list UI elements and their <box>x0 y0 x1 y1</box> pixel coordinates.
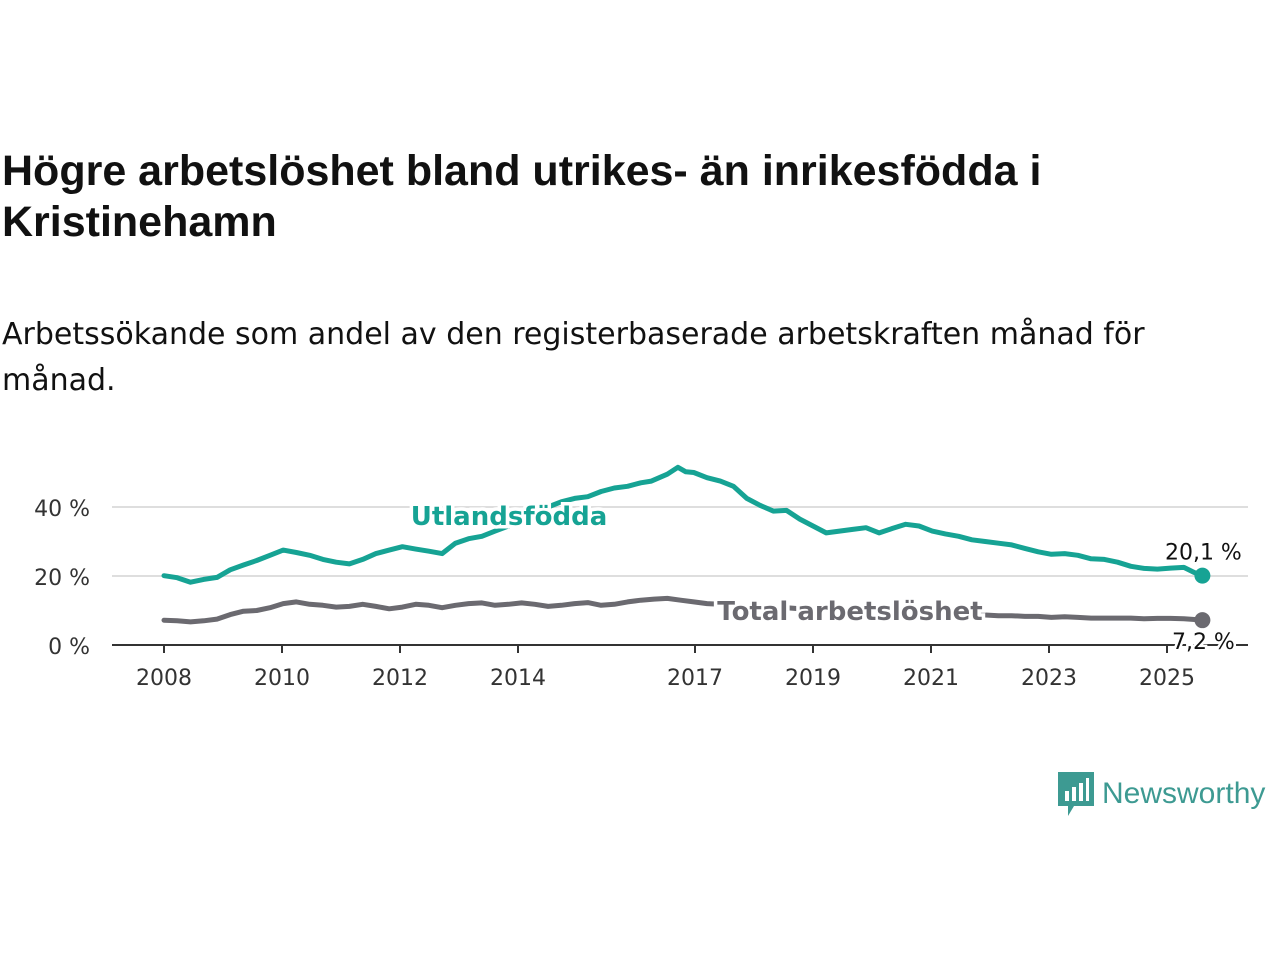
series-labels: 7,2 % 20,1 % Utlandsfödda Total arbetslöshe… <box>407 499 1244 658</box>
series-line <box>161 595 1205 625</box>
x-tick-label: 2025 <box>1139 666 1195 691</box>
x-tick-label: 2012 <box>372 666 428 691</box>
end-point <box>1194 567 1211 584</box>
x-tick-label: 2008 <box>136 666 192 691</box>
end-value-label: 20,1 % <box>1165 541 1242 566</box>
series-line <box>161 464 1205 585</box>
x-tick-label: 2010 <box>254 666 310 691</box>
newsworthy-logo[interactable]: Newsworthy <box>1058 772 1265 816</box>
end-value-label: 7,2 % <box>1172 630 1235 655</box>
y-tick-label: 0 % <box>48 635 90 660</box>
brand-name: Newsworthy <box>1102 777 1266 810</box>
gridlines <box>112 506 1248 577</box>
y-axis-ticks: 0 % 20 % 40 % <box>34 497 90 660</box>
line-chart: 0 % 20 % 40 % 2008 2010 2012 2014 2017 2019 2021… <box>34 464 1248 691</box>
end-point <box>1194 612 1211 629</box>
chart-title: Högre arbetslöshet bland utrikes- än inr… <box>2 147 1042 246</box>
x-tick-label: 2017 <box>667 666 723 691</box>
series-name-label: Total arbetslöshet <box>717 597 982 627</box>
y-tick-label: 40 % <box>34 497 90 522</box>
x-tick-label: 2014 <box>490 666 546 691</box>
x-tick-label: 2021 <box>903 666 959 691</box>
chart-subtitle: Arbetssökande som andel av den registerb… <box>2 317 1145 398</box>
y-tick-label: 20 % <box>34 566 90 591</box>
bar-chart-icon <box>1058 772 1094 816</box>
series-name-label: Utlandsfödda <box>411 502 608 532</box>
x-tick-label: 2023 <box>1021 666 1077 691</box>
series-lines <box>161 464 1211 629</box>
x-axis: 2008 2010 2012 2014 2017 2019 2021 2023 2025 <box>112 644 1248 691</box>
x-tick-label: 2019 <box>785 666 841 691</box>
